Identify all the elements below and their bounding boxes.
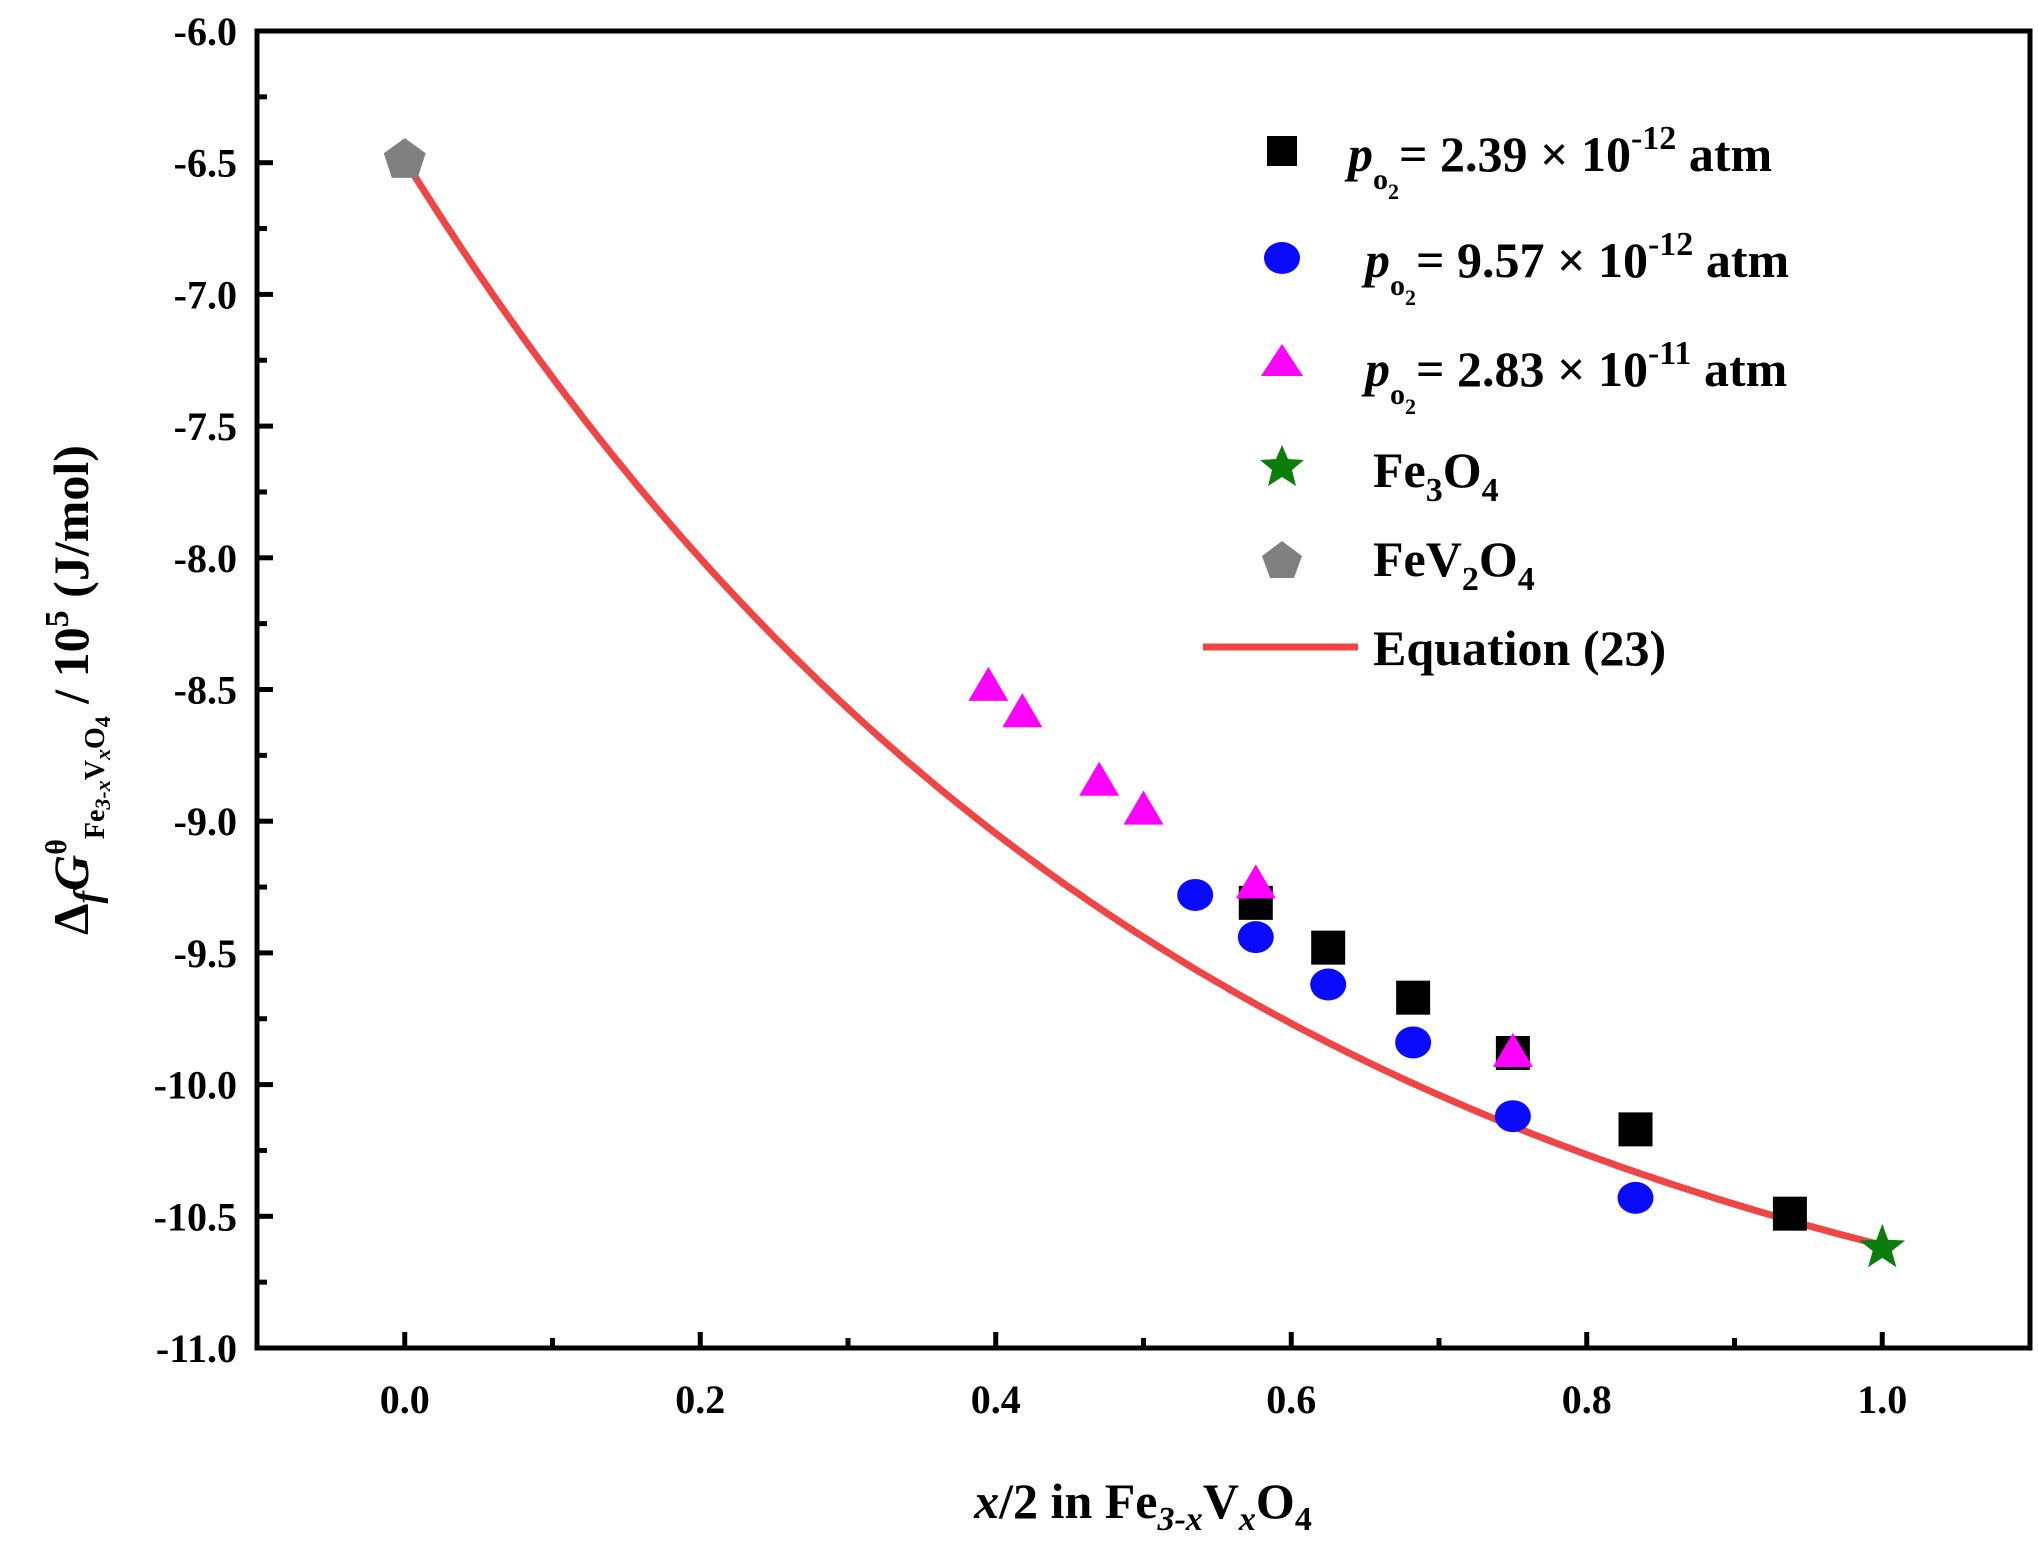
legend-label-po2-9-57e-12: po2= 9.57 × 10-12 atm [1361,226,1789,310]
y-tick-label: -8.0 [174,536,237,581]
data-point-triangle [1492,1032,1533,1067]
data-point-circle [1395,1026,1432,1059]
data-point-square [1311,930,1346,965]
data-point-square [1396,980,1431,1015]
y-tick-label: -8.5 [174,668,237,713]
legend-marker-pentagon [1262,541,1302,578]
data-point-triangle [1079,761,1120,796]
x-tick-label: 0.6 [1266,1377,1316,1422]
legend-marker-square [1267,136,1297,166]
data-point-circle [1617,1181,1654,1214]
y-tick-label: -10.5 [154,1194,237,1239]
x-tick-label: 0.2 [675,1377,725,1422]
legend-label-po2-2-83e-11: po2= 2.83 × 10-11 atm [1361,335,1787,419]
fit-curve-equation-23 [401,156,1886,1249]
data-point-triangle [1002,693,1043,728]
data-points [383,138,1906,1268]
data-point-circle [1310,968,1347,1001]
data-point-square [1618,1112,1653,1147]
legend-label-po2-2-39e-12: po2= 2.39 × 10-12 atm [1344,120,1772,204]
x-axis-label: x/2 in Fe3-xVxO4 [973,1473,1312,1538]
legend-marker-circle [1264,242,1300,274]
data-point-pentagon [383,138,426,178]
y-tick-label: -11.0 [156,1326,237,1371]
x-tick-label: 0.8 [1562,1377,1612,1422]
data-point-triangle [1235,864,1276,899]
y-axis-label: ΔfGθFe3-xVxO4 / 105 (J/mol) [39,445,115,935]
tick-labels: 0.0 0.2 0.4 0.6 0.8 1.0 -6.0 -6.5 -7.0 -7.5 -8.0 -8… [154,9,1908,1422]
legend: po2= 2.39 × 10-12 atm po2= 9.57 × 10-12 … [1203,120,1789,676]
x-tick-label: 1.0 [1857,1377,1907,1422]
y-tick-label: -9.5 [174,931,237,976]
y-tick-label: -6.0 [174,9,237,54]
y-tick-label: -9.0 [174,799,237,844]
y-tick-label: -6.5 [174,141,237,186]
data-point-square [1772,1196,1807,1231]
legend-label-equation-23: Equation (23) [1373,620,1666,676]
data-point-star [1859,1223,1906,1268]
data-point-triangle [968,666,1009,701]
data-point-triangle [1123,790,1164,825]
x-tick-label: 0.4 [971,1377,1021,1422]
y-tick-label: -7.5 [174,404,237,449]
data-point-circle [1494,1100,1531,1133]
data-point-circle [1177,878,1214,911]
legend-marker-triangle [1261,344,1303,376]
y-tick-label: -10.0 [154,1063,237,1108]
legend-label-fe3o4: Fe3O4 [1373,442,1499,509]
legend-marker-star [1260,445,1304,486]
y-tick-label: -7.0 [174,272,237,317]
x-tick-label: 0.0 [380,1377,430,1422]
axis-ticks [257,94,1885,1348]
data-point-circle [1237,921,1274,954]
legend-label-fev2o4: FeV2O4 [1373,531,1535,598]
